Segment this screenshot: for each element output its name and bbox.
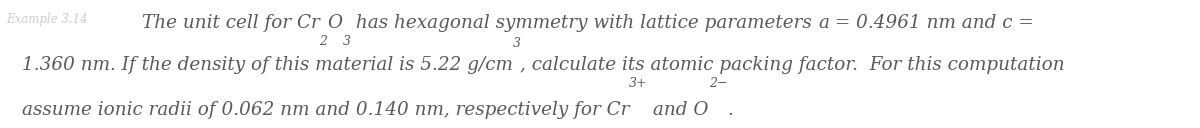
- Text: Example 3.14: Example 3.14: [6, 13, 88, 26]
- Text: and O: and O: [648, 101, 709, 119]
- Text: = 0.4961 nm and c =: = 0.4961 nm and c =: [829, 14, 1034, 32]
- Text: a: a: [818, 14, 829, 32]
- Text: 1.360 nm. If the density of this material is 5.22 g/cm: 1.360 nm. If the density of this materia…: [22, 56, 512, 74]
- Text: 2−: 2−: [709, 77, 727, 90]
- Text: , calculate its atomic packing factor.  For this computation: , calculate its atomic packing factor. F…: [521, 56, 1066, 74]
- Text: 3: 3: [512, 37, 521, 50]
- Text: 2: 2: [319, 35, 328, 48]
- Text: O: O: [328, 14, 342, 32]
- Text: 3+: 3+: [629, 77, 648, 90]
- Text: has hexagonal symmetry with lattice parameters: has hexagonal symmetry with lattice para…: [350, 14, 818, 32]
- Text: .: .: [727, 101, 733, 119]
- Text: assume ionic radii of 0.062 nm and 0.140 nm, respectively for Cr: assume ionic radii of 0.062 nm and 0.140…: [22, 101, 629, 119]
- Text: The unit cell for Cr: The unit cell for Cr: [142, 14, 319, 32]
- Text: 3: 3: [342, 35, 350, 48]
